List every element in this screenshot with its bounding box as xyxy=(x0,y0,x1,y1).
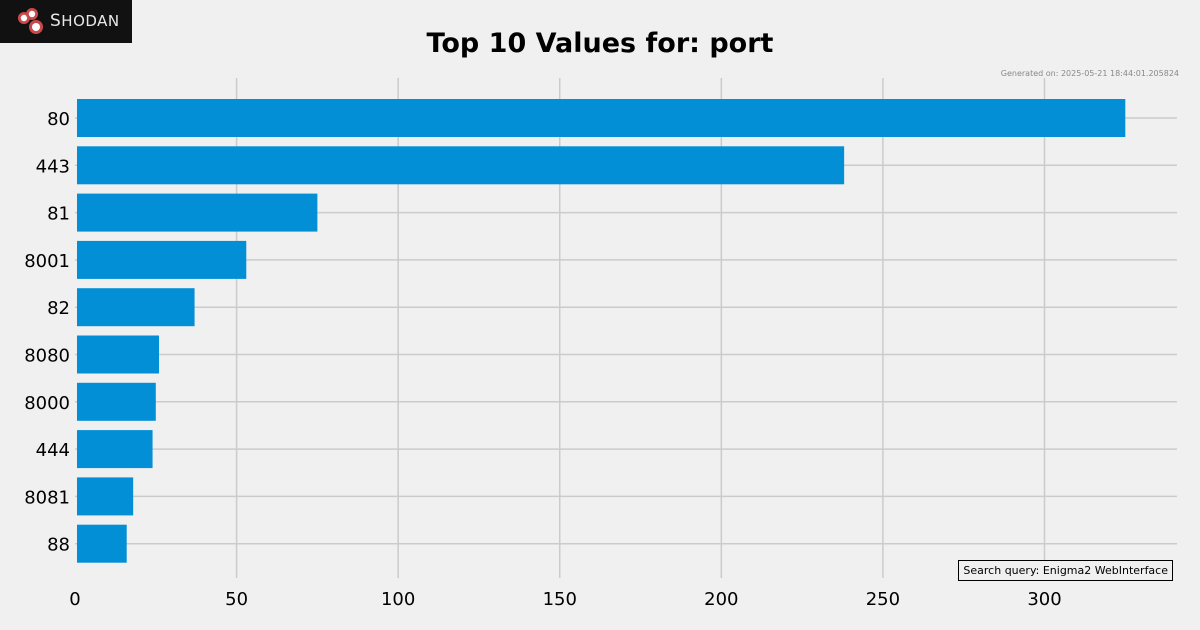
bar-port-88 xyxy=(77,524,127,563)
y-tick-label: 443 xyxy=(36,156,70,177)
y-tick-label: 8000 xyxy=(24,393,70,414)
y-tick-label: 80 xyxy=(47,109,70,130)
y-tick-label: 81 xyxy=(47,204,70,225)
bar-port-443 xyxy=(77,146,845,185)
y-tick-label: 8001 xyxy=(24,251,70,272)
generated-timestamp: Generated on: 2025-05-21 18:44:01.205824 xyxy=(1000,69,1179,78)
x-tick-label: 200 xyxy=(704,589,738,610)
bar-port-80 xyxy=(77,99,1126,137)
chart-title: Top 10 Values for: port xyxy=(426,28,774,59)
y-tick-label: 8081 xyxy=(24,487,70,508)
bar-port-8000 xyxy=(77,382,156,421)
y-tick-label: 88 xyxy=(47,535,70,556)
x-tick-label: 250 xyxy=(866,589,900,610)
y-tick-label: 8080 xyxy=(24,346,70,367)
bar-layer xyxy=(77,99,1126,563)
x-tick-label: 100 xyxy=(381,589,415,610)
y-tick-label: 444 xyxy=(36,440,70,461)
y-tick-labels: 80 443 81 8001 82 8080 8000 444 8081 88 xyxy=(24,109,70,556)
shodan-logo[interactable]: SHODAN xyxy=(0,0,132,43)
x-tick-label: 0 xyxy=(69,589,80,610)
bar-port-8080 xyxy=(77,335,160,374)
x-tick-label: 300 xyxy=(1027,589,1061,610)
bar-port-8081 xyxy=(77,477,134,516)
x-tick-labels: 0 50 100 150 200 250 300 xyxy=(69,589,1061,610)
x-tick-label: 50 xyxy=(225,589,248,610)
bar-port-444 xyxy=(77,430,153,469)
search-query-box: Search query: Enigma2 WebInterface xyxy=(958,560,1173,581)
bar-port-81 xyxy=(77,193,318,232)
shodan-logo-icon xyxy=(18,8,43,34)
x-tick-label: 150 xyxy=(543,589,577,610)
bar-port-82 xyxy=(77,288,195,327)
bar-port-8001 xyxy=(77,240,247,279)
shodan-logo-text: SHODAN xyxy=(50,11,120,31)
y-tick-label: 82 xyxy=(47,298,70,319)
